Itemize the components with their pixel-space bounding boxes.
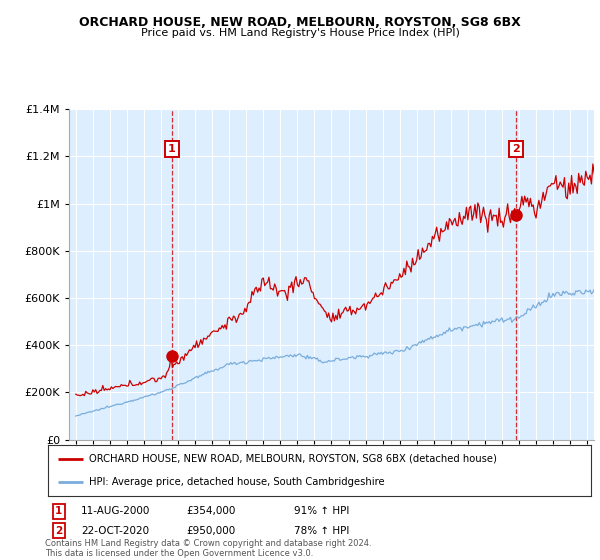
Text: 78% ↑ HPI: 78% ↑ HPI — [294, 526, 349, 536]
Text: ORCHARD HOUSE, NEW ROAD, MELBOURN, ROYSTON, SG8 6BX: ORCHARD HOUSE, NEW ROAD, MELBOURN, ROYST… — [79, 16, 521, 29]
Text: Contains HM Land Registry data © Crown copyright and database right 2024.
This d: Contains HM Land Registry data © Crown c… — [45, 539, 371, 558]
Text: HPI: Average price, detached house, South Cambridgeshire: HPI: Average price, detached house, Sout… — [89, 477, 385, 487]
Text: 2: 2 — [512, 144, 520, 154]
Text: 91% ↑ HPI: 91% ↑ HPI — [294, 506, 349, 516]
Text: 1: 1 — [55, 506, 62, 516]
Text: Price paid vs. HM Land Registry's House Price Index (HPI): Price paid vs. HM Land Registry's House … — [140, 28, 460, 38]
Text: 22-OCT-2020: 22-OCT-2020 — [81, 526, 149, 536]
Text: £950,000: £950,000 — [186, 526, 235, 536]
Text: 2: 2 — [55, 526, 62, 536]
Text: £354,000: £354,000 — [186, 506, 235, 516]
Text: 11-AUG-2000: 11-AUG-2000 — [81, 506, 151, 516]
Text: ORCHARD HOUSE, NEW ROAD, MELBOURN, ROYSTON, SG8 6BX (detached house): ORCHARD HOUSE, NEW ROAD, MELBOURN, ROYST… — [89, 454, 497, 464]
Text: 1: 1 — [168, 144, 175, 154]
